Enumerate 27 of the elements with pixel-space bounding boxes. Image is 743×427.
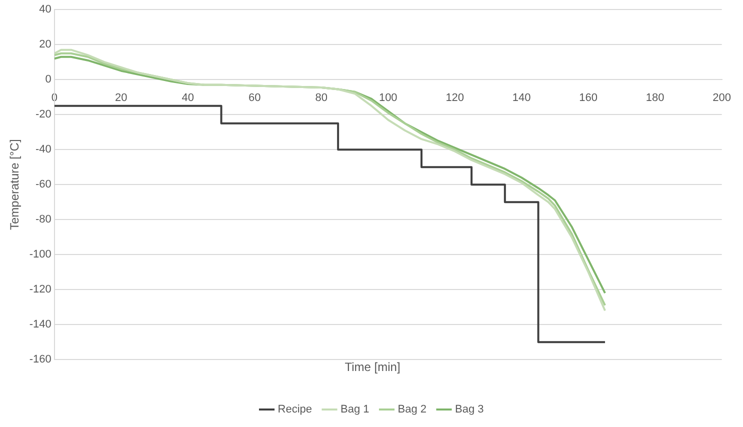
y-tick-label: 0 xyxy=(45,74,52,86)
x-tick-label: 180 xyxy=(646,92,664,104)
y-tick-label: -40 xyxy=(36,144,52,156)
x-tick-label: 40 xyxy=(182,92,194,104)
y-tick-label: -60 xyxy=(36,178,52,191)
legend-label: Bag 1 xyxy=(340,404,370,416)
x-tick-label: 140 xyxy=(512,92,531,104)
y-tick-label: -140 xyxy=(29,318,52,331)
x-axis-title: Time [min] xyxy=(344,360,400,374)
y-tick-label: -160 xyxy=(29,354,52,366)
legend-label: Bag 3 xyxy=(454,404,484,416)
y-tick-label: -80 xyxy=(36,214,52,226)
legend-label: Bag 2 xyxy=(398,404,426,416)
y-tick-label: -120 xyxy=(29,284,52,296)
x-tick-label: 160 xyxy=(579,92,598,104)
legend-label: Recipe xyxy=(278,404,312,416)
x-tick-label: 20 xyxy=(115,92,128,104)
y-tick-label: 40 xyxy=(39,4,52,16)
y-tick-label: 20 xyxy=(39,38,52,51)
y-tick-label: -20 xyxy=(36,108,52,121)
x-tick-label: 100 xyxy=(378,92,398,104)
x-tick-label: 120 xyxy=(446,92,464,104)
y-axis-title: Temperature [°C] xyxy=(8,139,22,230)
x-tick-label: 60 xyxy=(248,92,261,104)
y-tick-label: -100 xyxy=(29,248,52,261)
x-tick-label: 80 xyxy=(315,92,328,104)
x-tick-label: 200 xyxy=(712,92,732,104)
